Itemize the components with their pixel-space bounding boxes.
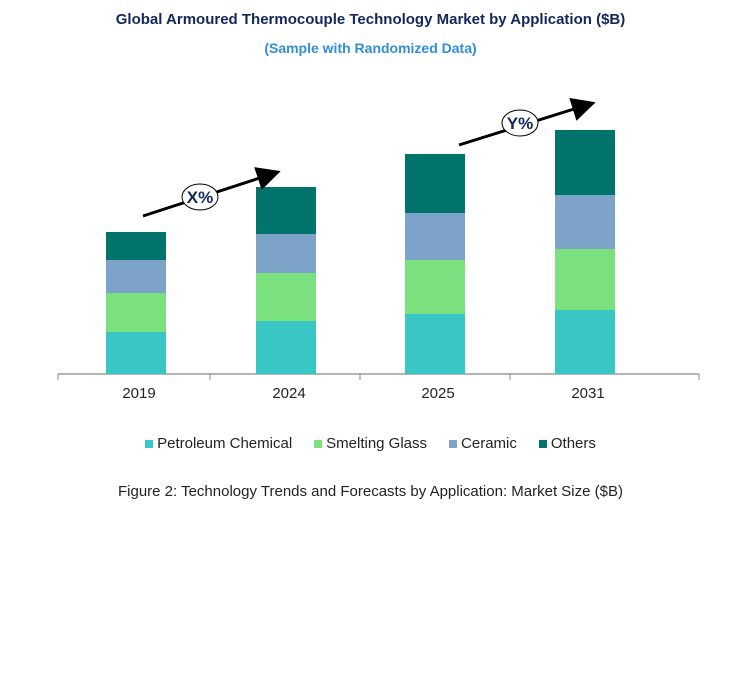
legend-label: Smelting Glass [326,435,428,452]
bar-segment-ceramic-2024 [256,234,316,273]
legend-label: Ceramic [461,435,517,452]
bar-segment-others-2025 [405,154,465,213]
legend-item: Petroleum Chemical [145,435,292,452]
bar-segment-petroleum-chemical-2024 [256,321,316,374]
growth-label-bubble [501,109,539,137]
bar-segment-smelting-glass-2031 [555,249,615,310]
bar-segment-smelting-glass-2019 [106,293,166,332]
bar-segment-petroleum-chemical-2019 [106,332,166,374]
legend-swatch [538,439,547,448]
bar-segment-smelting-glass-2025 [405,260,465,314]
legend-item: Ceramic [449,435,517,452]
legend-swatch [145,439,154,448]
x-tick-label: 2024 [272,385,305,402]
growth-label-bubble [181,183,219,211]
x-tick-label: 2019 [122,385,155,402]
figure-caption: Figure 2: Technology Trends and Forecast… [118,483,623,500]
legend-swatch [449,439,458,448]
bar-segment-ceramic-2031 [555,195,615,249]
bar-segment-petroleum-chemical-2031 [555,310,615,374]
legend-label: Others [550,435,596,452]
bar-segment-others-2024 [256,187,316,234]
growth-label: X% [187,188,213,207]
bar-segment-smelting-glass-2024 [256,273,316,321]
legend-label: Petroleum Chemical [157,435,293,452]
legend-swatch [314,439,323,448]
x-tick-label: 2025 [421,385,454,402]
plot-area: 2019 2024 2025 2031 X% Y% [57,97,700,402]
growth-label: Y% [507,114,533,133]
legend: Petroleum Chemical Smelting Glass Ceramic O… [0,435,741,452]
legend-item: Smelting Glass [314,435,427,452]
bar-segment-ceramic-2025 [405,213,465,260]
chart-subtitle: (Sample with Randomized Data) [264,40,477,56]
bar-segment-others-2031 [555,130,615,195]
x-tick-label: 2031 [571,385,604,402]
legend-item: Others [538,435,596,452]
bar-segment-petroleum-chemical-2025 [405,314,465,374]
bar-segment-others-2019 [106,232,166,260]
bar-segment-ceramic-2019 [106,260,166,293]
chart-title: Global Armoured Thermocouple Technology … [115,11,626,28]
